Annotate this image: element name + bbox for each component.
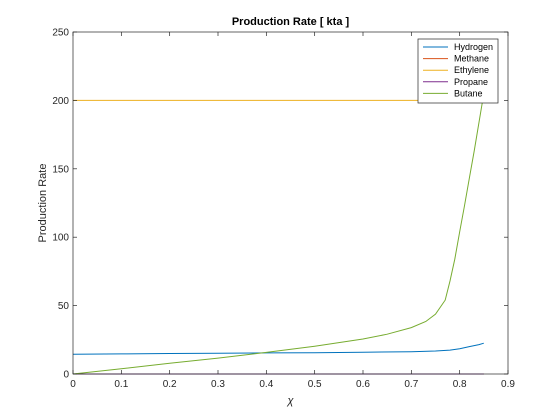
y-tick-label: 250	[52, 28, 69, 39]
x-tick-label: 0	[70, 379, 76, 390]
y-axis-label: Production Rate	[37, 164, 49, 243]
x-tick-label: 0.5	[308, 379, 322, 390]
y-tick-label: 0	[63, 370, 69, 381]
x-tick-label: 0.3	[211, 379, 225, 390]
x-tick-label: 0.8	[453, 379, 467, 390]
x-axis-label: χ	[286, 395, 294, 407]
y-tick-label: 100	[52, 233, 69, 244]
x-tick-label: 0.1	[114, 379, 128, 390]
x-tick-label: 0.4	[259, 379, 273, 390]
legend-label-propane: Propane	[454, 77, 488, 87]
legend-label-hydrogen: Hydrogen	[454, 42, 493, 52]
legend-label-methane: Methane	[454, 54, 489, 64]
legend-label-butane: Butane	[454, 88, 483, 98]
chart-title: Production Rate [ kta ]	[232, 16, 350, 28]
x-tick-label: 0.6	[356, 379, 370, 390]
y-tick-label: 50	[58, 301, 70, 312]
x-tick-label: 0.2	[163, 379, 177, 390]
legend-label-ethylene: Ethylene	[454, 65, 489, 75]
x-tick-label: 0.7	[404, 379, 418, 390]
y-tick-label: 200	[52, 96, 69, 107]
y-tick-label: 150	[52, 164, 69, 175]
x-tick-label: 0.9	[501, 379, 515, 390]
